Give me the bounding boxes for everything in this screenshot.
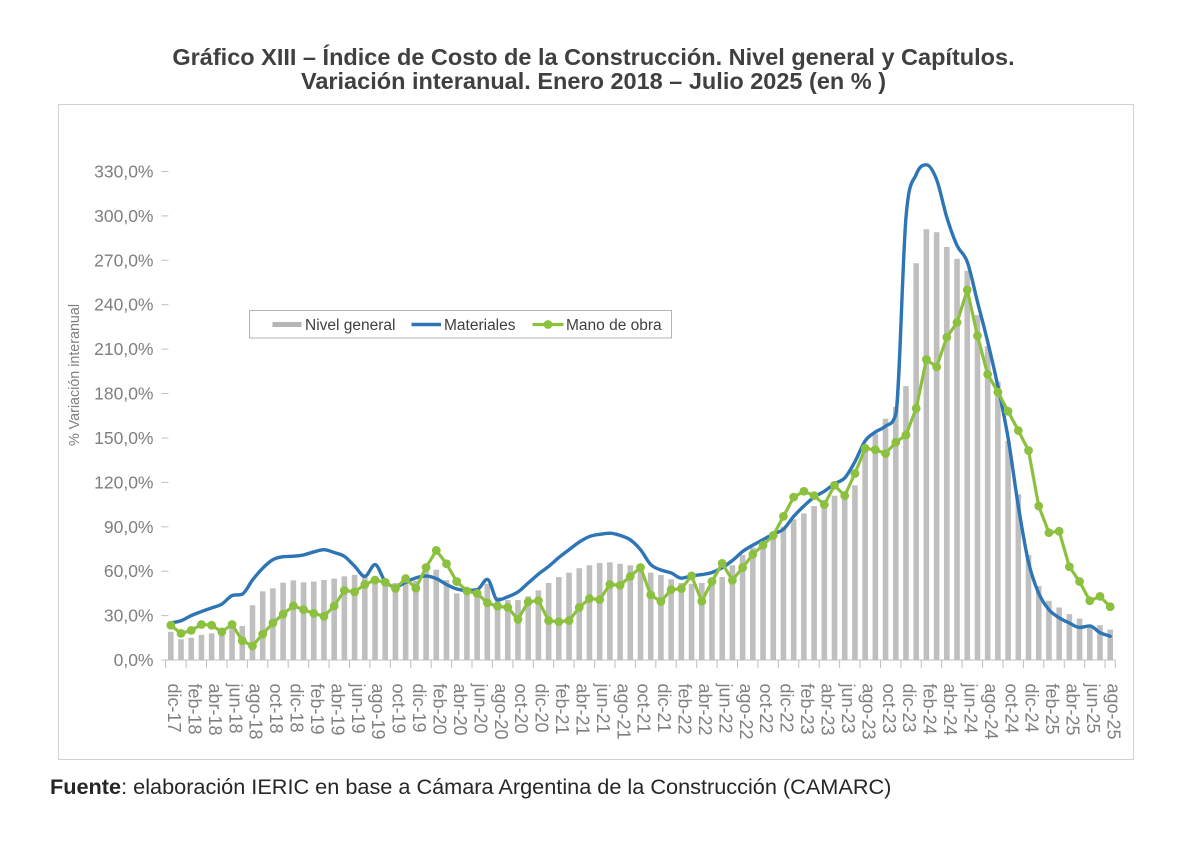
svg-text:jun-23: jun-23: [838, 683, 858, 734]
svg-text:oct-20: oct-20: [511, 684, 531, 734]
svg-text:dic-24: dic-24: [1022, 684, 1042, 733]
svg-text:120,0%: 120,0%: [94, 472, 153, 492]
svg-text:oct-18: oct-18: [266, 684, 286, 734]
svg-text:dic-17: dic-17: [164, 684, 184, 733]
svg-text:jun-19: jun-19: [348, 683, 368, 734]
svg-text:150,0%: 150,0%: [94, 428, 153, 448]
svg-text:210,0%: 210,0%: [94, 339, 153, 359]
svg-text:jun-25: jun-25: [1083, 683, 1103, 734]
svg-text:ago-22: ago-22: [736, 684, 756, 740]
svg-text:240,0%: 240,0%: [94, 295, 153, 315]
svg-text:jun-22: jun-22: [715, 683, 735, 734]
svg-text:180,0%: 180,0%: [94, 384, 153, 404]
svg-text:feb-21: feb-21: [552, 684, 572, 735]
svg-text:feb-22: feb-22: [675, 684, 695, 735]
svg-text:feb-18: feb-18: [184, 684, 204, 735]
svg-text:oct-23: oct-23: [879, 684, 899, 734]
svg-text:dic-18: dic-18: [287, 684, 307, 733]
svg-text:270,0%: 270,0%: [94, 250, 153, 270]
svg-text:Materiales: Materiales: [444, 317, 516, 334]
svg-text:60,0%: 60,0%: [104, 561, 154, 581]
svg-text:ago-24: ago-24: [981, 684, 1001, 740]
svg-text:Nivel general: Nivel general: [305, 317, 395, 334]
svg-text:jun-20: jun-20: [470, 683, 490, 734]
svg-text:% Variación interanual: % Variación interanual: [67, 304, 83, 446]
svg-text:abr-24: abr-24: [940, 684, 960, 736]
svg-text:abr-18: abr-18: [205, 684, 225, 736]
svg-text:feb-24: feb-24: [920, 684, 940, 735]
svg-text:90,0%: 90,0%: [104, 517, 154, 537]
svg-text:30,0%: 30,0%: [104, 606, 154, 626]
svg-text:ago-20: ago-20: [491, 684, 511, 740]
svg-text:300,0%: 300,0%: [94, 206, 153, 226]
svg-text:ago-23: ago-23: [858, 684, 878, 740]
svg-text:feb-19: feb-19: [307, 684, 327, 735]
svg-text:jun-18: jun-18: [225, 683, 245, 734]
svg-text:feb-25: feb-25: [1042, 684, 1062, 735]
svg-text:ago-18: ago-18: [246, 684, 266, 740]
svg-text:0,0%: 0,0%: [114, 650, 154, 670]
svg-text:oct-21: oct-21: [634, 684, 654, 734]
svg-text:jun-21: jun-21: [593, 683, 613, 734]
svg-text:abr-19: abr-19: [327, 684, 347, 736]
svg-text:oct-19: oct-19: [389, 684, 409, 734]
svg-text:feb-20: feb-20: [430, 684, 450, 735]
svg-text:ago-19: ago-19: [368, 684, 388, 740]
svg-text:abr-22: abr-22: [695, 684, 715, 736]
svg-text:feb-23: feb-23: [797, 684, 817, 735]
svg-text:Mano de obra: Mano de obra: [566, 317, 662, 334]
svg-text:dic-22: dic-22: [777, 684, 797, 733]
svg-text:abr-21: abr-21: [572, 684, 592, 736]
svg-text:330,0%: 330,0%: [94, 162, 153, 182]
svg-text:abr-20: abr-20: [450, 684, 470, 736]
svg-text:dic-23: dic-23: [899, 684, 919, 733]
svg-text:oct-24: oct-24: [1001, 684, 1021, 734]
svg-text:dic-19: dic-19: [409, 684, 429, 733]
svg-text:dic-21: dic-21: [654, 684, 674, 733]
svg-text:ago-21: ago-21: [613, 684, 633, 740]
svg-text:jun-24: jun-24: [960, 683, 980, 734]
svg-text:ago-25: ago-25: [1103, 684, 1123, 740]
svg-text:dic-20: dic-20: [532, 684, 552, 733]
svg-text:abr-25: abr-25: [1063, 684, 1083, 736]
svg-text:abr-23: abr-23: [818, 684, 838, 736]
svg-text:oct-22: oct-22: [756, 684, 776, 734]
